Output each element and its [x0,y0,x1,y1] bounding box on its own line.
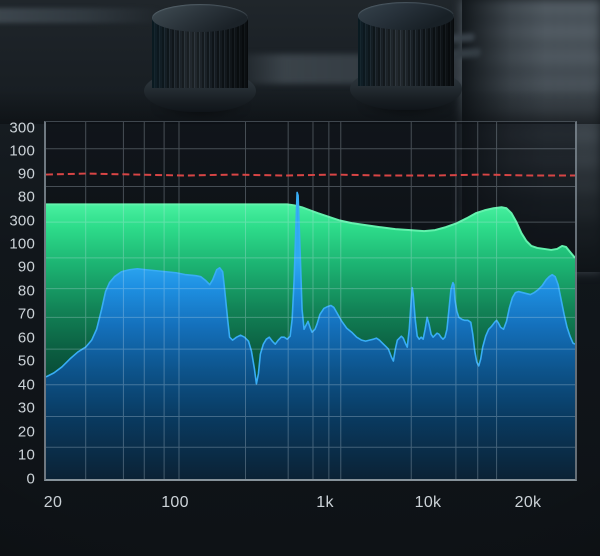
y-axis-label: 90 [17,165,35,183]
y-axis-label: 50 [17,352,35,370]
y-axis-label: 20 [17,423,35,441]
y-axis-label: 100 [9,142,35,160]
y-axis-label: 90 [17,258,35,276]
y-axis-label: 80 [17,282,35,300]
knob-cap [358,2,454,30]
y-axis-label: 0 [26,470,35,488]
desk-shadow [0,90,600,124]
y-axis-label: 10 [17,446,35,464]
knob-cap [152,4,248,32]
y-axis-label: 300 [9,212,35,230]
spectrum-analyzer-panel [44,121,577,481]
knob-left-control[interactable] [136,4,266,124]
y-axis-label: 40 [17,376,35,394]
x-axis-label: 100 [161,494,189,511]
x-axis-label: 20k [514,494,542,511]
y-axis-label: 70 [17,305,35,323]
y-axis-label: 80 [17,188,35,206]
desk-seam [0,8,162,23]
y-axis-label: 100 [9,235,35,253]
knob-right-control[interactable] [342,2,472,122]
y-axis-label: 300 [9,119,35,137]
x-axis-label: 1k [316,494,334,511]
x-axis-label: 10k [414,494,442,511]
y-axis-labels: 300 100 90 80 300 100 90 80 70 60 50 40 30 20 10 0 [0,0,40,556]
y-axis-label: 60 [17,329,35,347]
y-axis-label: 30 [17,399,35,417]
x-axis-label: 20 [43,494,63,511]
spectrum-analyzer-chart [46,122,575,479]
